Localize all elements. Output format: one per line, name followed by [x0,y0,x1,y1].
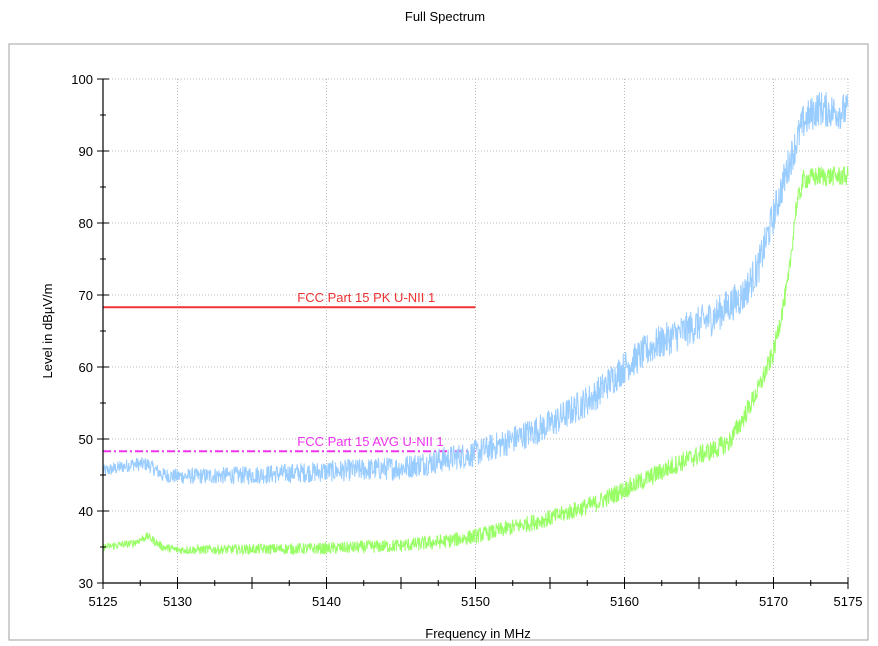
y-tick-label: 100 [71,72,93,87]
x-tick-label: 5170 [759,594,788,609]
x-tick-label: 5140 [312,594,341,609]
limit-label: FCC Part 15 AVG U-NII 1 [297,434,443,449]
y-tick-label: 50 [79,432,93,447]
y-tick-label: 80 [79,216,93,231]
x-tick-label: 5160 [610,594,639,609]
x-tick-label: 5125 [89,594,118,609]
x-tick-label: 5130 [163,594,192,609]
limit-layer: FCC Part 15 PK U-NII 1 FCC Part 15 AVG U-… [103,290,476,453]
plot-frame [8,43,869,641]
y-tick-label: 60 [79,360,93,375]
y-tick-label: 30 [79,576,93,591]
x-tick-label: 5175 [834,594,863,609]
y-tick-label: 40 [79,504,93,519]
x-axis-title: Frequency in MHz [425,626,530,641]
grid-layer [102,78,849,584]
y-tick-label: 90 [79,144,93,159]
y-axis-title: Level in dBµV/m [40,284,55,379]
x-tick-label: 5150 [461,594,490,609]
axis-layer: 30 40 50 60 70 80 90 100 5125 5130 5140 5150 5160 517… [71,72,862,609]
y-tick-label: 70 [79,288,93,303]
chart-title: Full Spectrum [405,9,485,24]
series-trace-1 [102,166,849,556]
series-trace-0 [102,92,849,486]
limit-label: FCC Part 15 PK U-NII 1 [297,290,435,305]
series-layer [102,92,849,556]
